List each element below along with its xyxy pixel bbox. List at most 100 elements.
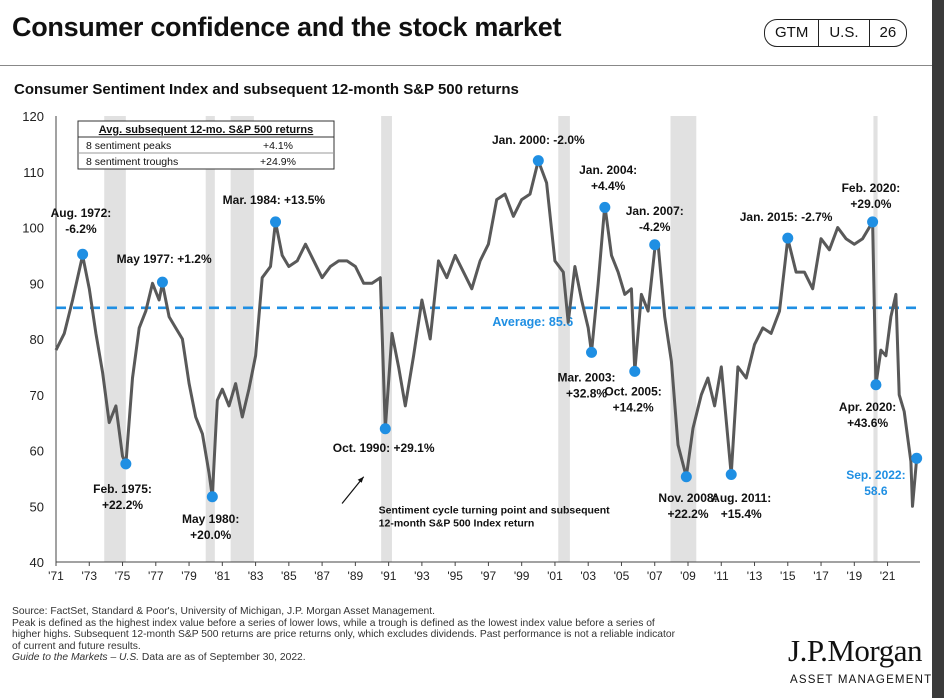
y-tick-label: 110 — [23, 165, 44, 180]
data-annotation: Oct. 2005: — [604, 384, 661, 398]
data-annotation: +4.4% — [591, 179, 626, 193]
recession-band — [670, 116, 697, 562]
x-tick-label: '11 — [714, 569, 729, 583]
badge-page-number: 26 — [879, 24, 897, 41]
data-annotation: Oct. 1990: +29.1% — [333, 441, 435, 455]
data-annotation: +20.0% — [190, 528, 231, 542]
x-tick-label: '77 — [148, 569, 164, 583]
recession-band — [230, 116, 254, 562]
turning-point-marker — [379, 423, 391, 435]
x-tick-label: '07 — [647, 569, 663, 583]
data-annotation: +14.2% — [613, 400, 654, 414]
page-title: Consumer confidence and the stock market — [12, 12, 562, 42]
turning-point-marker — [870, 379, 882, 391]
x-tick-label: '87 — [314, 569, 330, 583]
recession-band — [381, 116, 392, 562]
turning-point-marker — [120, 458, 132, 470]
data-annotation: Jan. 2000: -2.0% — [492, 133, 585, 147]
footnote-definition-3: of current and future results. — [12, 640, 141, 652]
window-edge — [932, 0, 944, 698]
data-annotation: May 1980: — [182, 512, 239, 526]
x-tick-label: '83 — [248, 569, 264, 583]
gtm-badge: GTM U.S. 26 — [764, 19, 908, 47]
footnote-guide: Guide to the Markets – U.S. Data are as … — [12, 652, 772, 664]
badge-gtm: GTM — [765, 20, 820, 46]
x-tick-label: '81 — [214, 569, 230, 583]
recession-band — [558, 116, 570, 562]
summary-table — [77, 120, 335, 170]
turning-point-marker — [649, 239, 661, 251]
x-tick-label: '91 — [381, 569, 397, 583]
data-annotation: Jan. 2015: -2.7% — [740, 210, 833, 224]
data-annotation: +22.2% — [667, 507, 708, 521]
footnote-definition-2: higher highs. Subsequent 12-month S&P 50… — [12, 629, 675, 641]
average-label: Average: 85.6 — [492, 315, 573, 329]
turning-point-marker — [782, 232, 794, 244]
y-tick-label: 80 — [30, 332, 44, 347]
turning-point-marker — [629, 365, 641, 377]
x-tick-label: '85 — [281, 569, 297, 583]
chart-title: Consumer Sentiment Index and subsequent … — [14, 81, 519, 98]
asset-management-label: ASSET MANAGEMENT — [790, 674, 933, 686]
data-annotation: Jan. 2004: — [579, 163, 637, 177]
x-tick-label: '75 — [115, 569, 131, 583]
turning-point-marker — [911, 452, 923, 464]
x-tick-label: '13 — [747, 569, 763, 583]
data-annotation: Aug. 1972: — [51, 206, 112, 220]
turning-point-marker — [599, 201, 611, 213]
x-tick-label: '19 — [846, 569, 862, 583]
recession-band — [205, 116, 215, 562]
legend-note: 12-month S&P 500 Index return — [379, 517, 535, 529]
x-tick-label: '01 — [547, 569, 563, 583]
summary-table-header: Avg. subsequent 12-mo. S&P 500 returns — [99, 124, 314, 136]
data-annotation: May 1977: +1.2% — [117, 252, 212, 266]
summary-table-label: 8 sentiment peaks — [86, 140, 171, 152]
y-tick-label: 40 — [30, 555, 44, 570]
turning-point-marker — [206, 491, 218, 503]
turning-point-marker — [270, 216, 282, 228]
x-tick-label: '97 — [481, 569, 497, 583]
x-tick-label: '93 — [414, 569, 430, 583]
sentiment-series-line — [54, 159, 919, 508]
summary-table-value: +24.9% — [260, 156, 296, 168]
summary-table-value: +4.1% — [263, 140, 293, 152]
turning-point-marker — [77, 248, 89, 260]
y-tick-label: 60 — [30, 444, 44, 459]
data-annotation: Sep. 2022: — [846, 468, 905, 482]
data-annotation: Feb. 1975: — [93, 482, 152, 496]
data-annotation: +29.0% — [850, 197, 891, 211]
y-tick-label: 100 — [22, 221, 44, 236]
badge-region: U.S. — [819, 20, 870, 46]
x-tick-label: '79 — [181, 569, 197, 583]
data-annotation: Aug. 2011: — [711, 491, 771, 505]
turning-point-marker — [867, 216, 879, 228]
y-tick-label: 50 — [30, 499, 44, 514]
x-tick-label: '05 — [614, 569, 630, 583]
x-tick-label: '71 — [48, 569, 64, 583]
data-annotation: Jan. 2007: — [626, 204, 684, 218]
x-tick-label: '03 — [580, 569, 596, 583]
turning-point-marker — [532, 155, 544, 167]
data-annotation: Mar. 1984: +13.5% — [223, 193, 326, 207]
data-annotation: -6.2% — [65, 222, 97, 236]
data-annotation: Apr. 2020: — [839, 400, 896, 414]
sentiment-chart: 120 110 100 90 80 70 60 50 40 '71 '73 '75 '77 '79 '81 '… — [22, 109, 923, 583]
data-annotation: Nov. 2008: — [658, 491, 717, 505]
x-tick-label: '95 — [447, 569, 463, 583]
legend-note: Sentiment cycle turning point and subseq… — [379, 504, 611, 516]
data-annotation: +15.4% — [721, 507, 762, 521]
x-tick-label: '21 — [880, 569, 896, 583]
data-annotation: 58.6 — [864, 484, 888, 498]
x-tick-label: '15 — [780, 569, 796, 583]
header-divider — [0, 65, 932, 66]
footnote-definition-1: Peak is defined as the highest index val… — [12, 617, 655, 629]
data-annotation: Feb. 2020: — [842, 181, 901, 195]
data-annotation: +43.6% — [847, 416, 888, 430]
note-arrowhead — [357, 476, 364, 483]
turning-point-marker — [156, 276, 168, 288]
guide-name: Guide to the Markets – U.S. — [12, 652, 140, 664]
footnote-source: Source: FactSet, Standard & Poor's, Univ… — [12, 606, 436, 617]
x-tick-label: '73 — [81, 569, 97, 583]
x-tick-label: '99 — [514, 569, 530, 583]
data-annotation: -4.2% — [639, 220, 671, 234]
